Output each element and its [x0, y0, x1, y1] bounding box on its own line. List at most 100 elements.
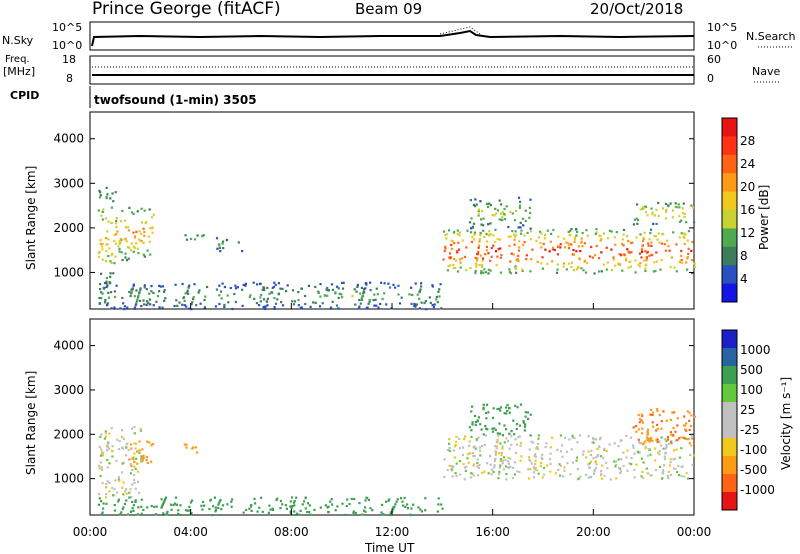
power-cell [432, 305, 435, 309]
power-cell [394, 286, 397, 289]
power-cell [663, 243, 666, 246]
velocity-region [632, 408, 696, 446]
velocity-colorbar-label: Velocity [m s⁻¹] [779, 377, 793, 470]
velocity-cell [132, 457, 135, 460]
power-cell [647, 244, 650, 247]
power-cell [104, 299, 107, 302]
velocity-cell [122, 493, 125, 496]
velocity-cell [117, 498, 121, 501]
velocity-cell [485, 417, 488, 420]
power-cell [201, 235, 204, 238]
velocity-cell [123, 502, 126, 506]
power-cell [341, 287, 345, 290]
power-cell [259, 300, 262, 303]
velocity-cell [477, 436, 480, 439]
power-cell [521, 269, 524, 273]
power-cell [234, 300, 237, 304]
power-cell [664, 202, 668, 205]
velocity-cell [473, 414, 477, 418]
velocity-cell [104, 435, 107, 438]
velocity-cell [666, 435, 670, 439]
power-cell [584, 271, 588, 274]
velocity-cell [478, 464, 481, 467]
velocity-cell [561, 444, 564, 447]
power-cell [660, 242, 663, 245]
colorbar-swatch [722, 438, 737, 457]
power-cell [312, 301, 315, 304]
power-cell [572, 253, 576, 256]
power-cell [376, 293, 379, 296]
power-cell [318, 305, 322, 308]
velocity-cell [454, 472, 457, 475]
power-cell [507, 235, 510, 238]
power-cell [321, 302, 324, 305]
velocity-cell [672, 433, 675, 436]
velocity-cell [503, 424, 506, 427]
power-cell [204, 295, 207, 298]
colorbar-tick-label: 25 [740, 403, 755, 417]
velocity-cell [565, 450, 569, 453]
velocity-cell [686, 477, 690, 480]
power-cell [691, 206, 695, 209]
velocity-cell [114, 479, 117, 482]
velocity-cell [684, 437, 687, 440]
power-cell [456, 232, 459, 236]
power-cell [147, 235, 150, 238]
velocity-cell [124, 490, 127, 493]
power-cell [492, 244, 495, 247]
velocity-cell [214, 506, 217, 509]
power-cell [487, 233, 490, 236]
colorbar-tick-label: 20 [740, 180, 755, 194]
velocity-cell [212, 505, 215, 508]
power-cell [425, 308, 428, 311]
power-cell [258, 304, 261, 307]
colorbar-tick-label: 8 [740, 249, 748, 263]
velocity-cell [658, 450, 661, 453]
power-cell [510, 252, 513, 255]
power-cell [132, 245, 135, 248]
velocity-cell [594, 467, 598, 470]
power-cell [158, 306, 161, 309]
power-cell [667, 245, 670, 248]
velocity-cell [543, 473, 546, 476]
power-cell [674, 205, 677, 208]
velocity-cell [673, 411, 676, 414]
velocity-cell [106, 480, 109, 483]
power-cell [335, 304, 339, 307]
velocity-cell [683, 415, 686, 418]
power-cell [513, 243, 516, 246]
velocity-cell [662, 447, 665, 450]
power-cell [519, 200, 522, 203]
power-cell [539, 230, 542, 233]
velocity-cell [127, 449, 130, 452]
velocity-cell [550, 436, 554, 439]
power-cell [602, 263, 605, 266]
velocity-cell [590, 449, 593, 452]
velocity-cell [656, 408, 659, 411]
velocity-cell [600, 455, 603, 458]
power-cell [643, 207, 646, 210]
power-cell [142, 242, 145, 245]
velocity-cell [226, 503, 229, 506]
velocity-cell [479, 454, 482, 457]
power-cell [148, 240, 151, 243]
power-cell [114, 255, 117, 258]
velocity-cell [659, 465, 662, 468]
power-cell [494, 240, 497, 244]
power-cell [101, 218, 104, 221]
power-cell [687, 247, 690, 250]
power-cell [113, 262, 116, 265]
velocity-cell [533, 471, 536, 474]
velocity-cell [642, 476, 645, 479]
velocity-cell [549, 446, 552, 449]
power-cell [317, 290, 320, 293]
power-cell [334, 291, 337, 294]
velocity-cell [541, 476, 544, 479]
ytick-label: 4000 [53, 132, 84, 146]
power-cell [125, 259, 129, 262]
velocity-cell [289, 505, 292, 508]
velocity-cell [540, 456, 543, 459]
velocity-cell [131, 427, 134, 430]
velocity-cell [491, 430, 494, 433]
